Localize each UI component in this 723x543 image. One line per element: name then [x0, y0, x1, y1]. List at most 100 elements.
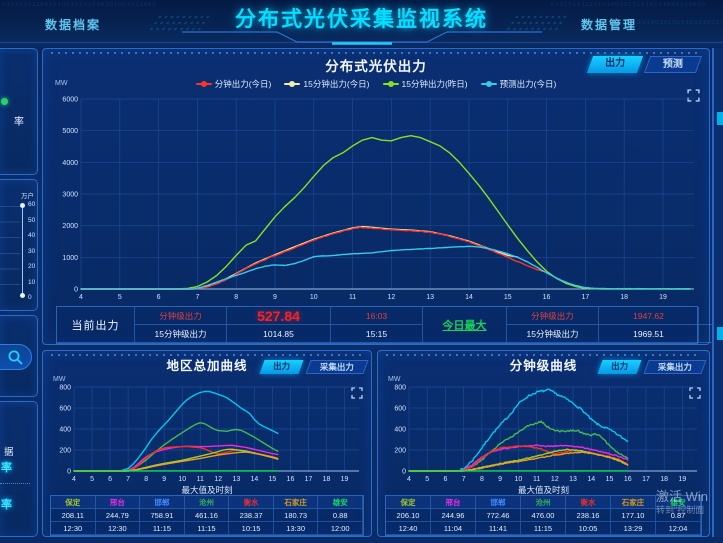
today-max-link[interactable]: 今日最大	[423, 307, 507, 343]
svg-text:4: 4	[79, 294, 83, 301]
search-button[interactable]	[0, 344, 32, 370]
tab-forecast[interactable]: 预测	[643, 56, 703, 73]
tab-label: 预测	[662, 59, 683, 70]
rate-label: 率	[14, 117, 24, 128]
svg-text:4: 4	[407, 476, 411, 483]
svg-text:800: 800	[59, 385, 71, 392]
output-collect-tabs: 出力 采集出力	[255, 360, 369, 374]
svg-text:0: 0	[402, 469, 406, 476]
y-axis-unit: MW	[53, 376, 66, 383]
sidebar-panel-search	[0, 315, 38, 397]
svg-text:16: 16	[624, 476, 632, 483]
legend-item[interactable]: 分钟出力(今日)	[195, 78, 272, 90]
city-max-value: 206.10	[386, 509, 431, 522]
page-title: 分布式光伏采集监视系统	[235, 8, 488, 31]
fullscreen-icon[interactable]	[687, 89, 700, 102]
svg-text:400: 400	[59, 427, 71, 434]
svg-text:17: 17	[642, 476, 650, 483]
region-sum-panel: 地区总加曲线 出力 采集出力 MW 0 200 400 600 800 4 5 6 7 8 9 10 1…	[42, 350, 372, 537]
svg-text:8: 8	[480, 476, 484, 483]
city-max-time: 12:04	[656, 522, 701, 535]
tab-output[interactable]: 出力	[586, 56, 644, 73]
svg-text:0: 0	[67, 469, 71, 476]
nav-data-archive[interactable]: 数据档案	[45, 18, 102, 32]
svg-text:13: 13	[232, 476, 240, 483]
tab-label: 出力	[273, 361, 291, 371]
svg-text:12: 12	[387, 294, 395, 301]
svg-text:5: 5	[425, 476, 429, 483]
svg-text:9: 9	[273, 294, 277, 301]
tab-fragment	[717, 112, 723, 125]
svg-text:18: 18	[660, 476, 668, 483]
minute-curve-chart[interactable]: 0 200 400 600 800 4 5 6 7 8 9 10 11 12 13 14 15 16 17 18 19	[383, 383, 706, 483]
metric-label: 分钟级出力	[135, 307, 227, 325]
city-name: 沧州	[184, 496, 230, 509]
svg-text:5: 5	[90, 476, 94, 483]
tab-collected-output[interactable]: 采集出力	[643, 360, 707, 374]
pv-output-chart[interactable]: 0 1000 2000 3000 4000 5000 6000 4 5 6 7 8 9 10 11 12 13 1…	[51, 95, 703, 301]
svg-text:6: 6	[444, 476, 448, 483]
legend-item[interactable]: 15分钟出力(昨日)	[382, 78, 468, 90]
dotted-divider	[0, 483, 30, 484]
output-collect-tabs: 出力 采集出力	[593, 360, 707, 374]
gauge-dot-top	[20, 203, 25, 208]
nav-data-management[interactable]: 数据管理	[580, 18, 637, 32]
gauge-tick: 60	[28, 201, 36, 208]
city-max-time: 12:30	[51, 522, 96, 535]
header-ornament	[181, 31, 542, 45]
svg-text:9: 9	[162, 476, 166, 483]
fullscreen-icon[interactable]	[351, 387, 363, 399]
city-name: 雄安	[656, 496, 701, 509]
legend-item[interactable]: 预测出力(今日)	[480, 78, 557, 90]
city-name: 邯郸	[140, 496, 185, 509]
current-15min-output-time: 15:15	[331, 325, 423, 343]
city-max-time: 11:04	[431, 522, 476, 535]
legend-marker-icon	[284, 81, 301, 87]
tab-output[interactable]: 出力	[597, 360, 642, 374]
svg-text:15: 15	[606, 476, 614, 483]
city-max-time: 12:00	[318, 522, 363, 535]
city-max-value: 244.96	[431, 509, 476, 522]
fullscreen-icon[interactable]	[689, 387, 701, 399]
city-max-value: 772.46	[476, 509, 521, 522]
legend-label: 分钟出力(今日)	[214, 79, 272, 89]
table-row-header: 当前出力	[57, 307, 135, 343]
svg-text:13: 13	[569, 476, 577, 483]
rate-value-label: 率	[1, 462, 12, 474]
windows-activation-watermark-sub: 转到"控制面	[656, 505, 705, 515]
svg-text:12: 12	[551, 476, 559, 483]
svg-text:19: 19	[679, 476, 687, 483]
city-name: 沧州	[521, 496, 566, 509]
legend-label: 预测出力(今日)	[499, 79, 557, 89]
tab-collected-output[interactable]: 采集出力	[305, 360, 369, 374]
current-output-table: 当前出力 分钟级出力 527.84 16:03 今日最大 分钟级出力 1947.…	[56, 306, 723, 344]
svg-text:11: 11	[533, 476, 540, 483]
city-max-value: 0.87	[656, 509, 701, 522]
right-edge-panel-fragment	[712, 48, 723, 537]
city-max-table: 保定 邢台 邯郸 沧州 衡水 石家庄 雄安 206.10 244.96 772.46 476.00 2…	[385, 495, 702, 536]
windows-activation-watermark: 激活 Win	[656, 489, 709, 504]
city-max-table: 保定 邢台 邯郸 沧州 衡水 石家庄 雄安 208.11 244.79 758.91 461.16 2…	[50, 495, 364, 536]
output-forecast-tabs: 出力 预测	[583, 56, 703, 73]
svg-text:200: 200	[394, 448, 406, 455]
current-minute-output-value: 527.84	[227, 307, 331, 325]
tab-fragment	[717, 327, 723, 340]
binary-texture: 010101011101010010101010101001011010	[591, 20, 721, 26]
legend-label: 15分钟出力(昨日)	[401, 79, 468, 89]
svg-text:18: 18	[620, 294, 628, 301]
svg-text:600: 600	[59, 406, 71, 413]
legend-marker-icon	[382, 81, 399, 87]
city-max-time: 13:30	[273, 522, 319, 535]
svg-text:200: 200	[59, 448, 71, 455]
region-sum-chart[interactable]: 0 200 400 600 800 4 5 6 7 8 9 10 11 12 13 14 15 16 17 18 19	[48, 383, 368, 483]
gauge-unit-label: 万户	[21, 193, 34, 200]
svg-text:11: 11	[197, 476, 204, 483]
svg-text:14: 14	[250, 476, 258, 483]
svg-text:17: 17	[305, 476, 313, 483]
legend-label: 15分钟出力(今日)	[303, 79, 370, 89]
svg-text:6: 6	[157, 294, 161, 301]
legend-item[interactable]: 15分钟出力(今日)	[284, 78, 370, 90]
tab-output[interactable]: 出力	[259, 360, 304, 374]
svg-text:15: 15	[504, 294, 512, 301]
